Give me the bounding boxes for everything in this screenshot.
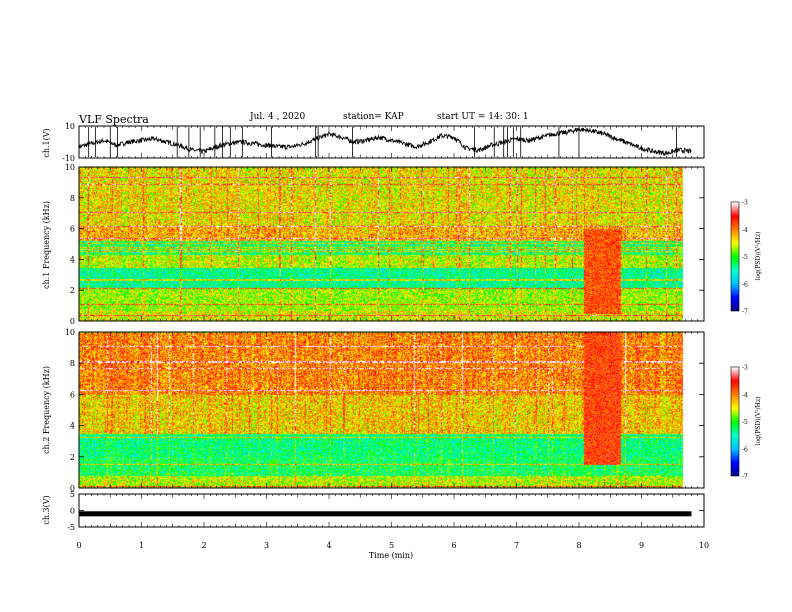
colorbar-2-frame [730,366,740,477]
time-xtick-label: 7 [514,541,519,550]
ch1-colorbar-container [731,202,739,311]
station-label: station= KAP [343,112,404,122]
date-label: Jul. 4 , 2020 [250,112,306,122]
figure-title: VLF Spectra [79,113,149,126]
panel-1-ytick-label: 8 [70,194,75,203]
time-xtick-label: 10 [699,541,709,550]
ch1-freq-ylabel: ch.1 Frequency (kHz) [42,201,51,289]
panel-2-ytick-label: 0 [70,484,75,493]
time-xtick-label: 6 [451,541,456,550]
ch1-colorbar-label: log(PSD)(V²/Hz) [755,232,762,281]
ch1-spectrogram [79,167,694,321]
time-xtick-label: 2 [201,541,206,550]
ch2-colorbar-label: log(PSD)(V²/Hz) [755,397,762,446]
panel-2-ytick-label: 6 [70,390,75,399]
ch2-spectrogram [79,332,694,488]
colorbar-2-tick-label: -5 [742,419,748,426]
ch2-spectrogram-container [79,332,694,488]
colorbar-2-tick-label: -4 [742,392,748,399]
panel-2-ytick-label: 8 [70,359,75,368]
time-xtick-label: 5 [389,541,394,550]
colorbar-2-tick-label: -6 [742,446,748,453]
ch1-spectrogram-container [79,167,694,321]
time-xtick-label: 9 [639,541,644,550]
panel-1-ytick-label: 6 [70,225,75,234]
panel-2-ytick-label: 2 [70,453,75,462]
panel-3-ytick-label: -5 [67,523,75,532]
panel-0-ytick-label: -10 [62,154,75,163]
time-xtick-label: 3 [264,541,269,550]
panel-1-ytick-label: 4 [70,255,75,264]
colorbar-1-tick-label: -7 [742,309,748,316]
panel-3-ytick-label: 5 [70,490,75,499]
colorbar-1-tick-label: -3 [742,200,748,207]
panel-2-ytick-label: 10 [65,328,75,337]
time-xtick-label: 4 [326,541,331,550]
ch1-voltage-ylabel: ch.1(V) [42,128,51,157]
ch2-colorbar-container [731,367,739,476]
panel-1-ytick-label: 10 [65,163,75,172]
ch2-freq-ylabel: ch.2 Frequency (kHz) [42,366,51,454]
panel-3-ytick-label: 0 [70,507,75,516]
panel-2-ytick-label: 4 [70,422,75,431]
panel-1-ytick-label: 2 [70,286,75,295]
colorbar-2-tick-label: -3 [742,365,748,372]
start-time-label: start UT = 14: 30: 1 [437,112,529,122]
ch2-colorbar [731,367,739,476]
colorbar-1-frame [730,201,740,312]
ch1-voltage-line [78,127,692,157]
panel-1-ytick-label: 0 [70,317,75,326]
colorbar-1-tick-label: -6 [742,281,748,288]
colorbar-1-tick-label: -5 [742,254,748,261]
ch3-voltage-ylabel: ch.3(V) [42,495,51,524]
colorbar-2-tick-label: -7 [742,474,748,481]
ch3-voltage-line [79,511,692,517]
time-xtick-label: 0 [76,541,81,550]
time-xtick-label: 1 [139,541,144,550]
time-xtick-label: 8 [576,541,581,550]
panel-0-ytick-label: 10 [65,122,75,131]
colorbar-1-tick-label: -4 [742,227,748,234]
time-xlabel: Time (min) [369,551,413,560]
ch1-colorbar [731,202,739,311]
